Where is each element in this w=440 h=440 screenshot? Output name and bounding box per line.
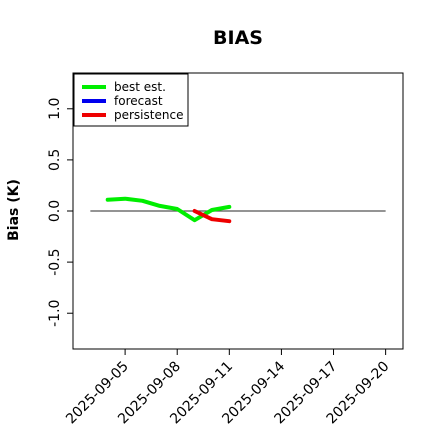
y-tick-label: 0.0 [47,200,63,222]
series-line-persistence [192,209,232,224]
legend-label-best-est: best est. [114,80,166,94]
x-axis: 2025-09-052025-09-082025-09-112025-09-14… [63,349,392,427]
legend: best est. forecast persistence [73,73,189,127]
series-line-best-est [105,196,232,223]
y-axis-label: Bias (K) [6,179,22,241]
y-tick-label: -0.5 [47,248,63,275]
legend-label-persistence: persistence [114,108,183,122]
legend-label-forecast: forecast [114,94,163,108]
chart-title: BIAS [213,27,263,49]
y-tick-label: 0.5 [47,149,63,171]
y-axis: -1.0 -0.5 0.0 0.5 1.0 [47,98,73,327]
y-tick-label: 1.0 [47,98,63,120]
series-lines [105,196,232,224]
y-tick-label: -1.0 [47,300,63,327]
